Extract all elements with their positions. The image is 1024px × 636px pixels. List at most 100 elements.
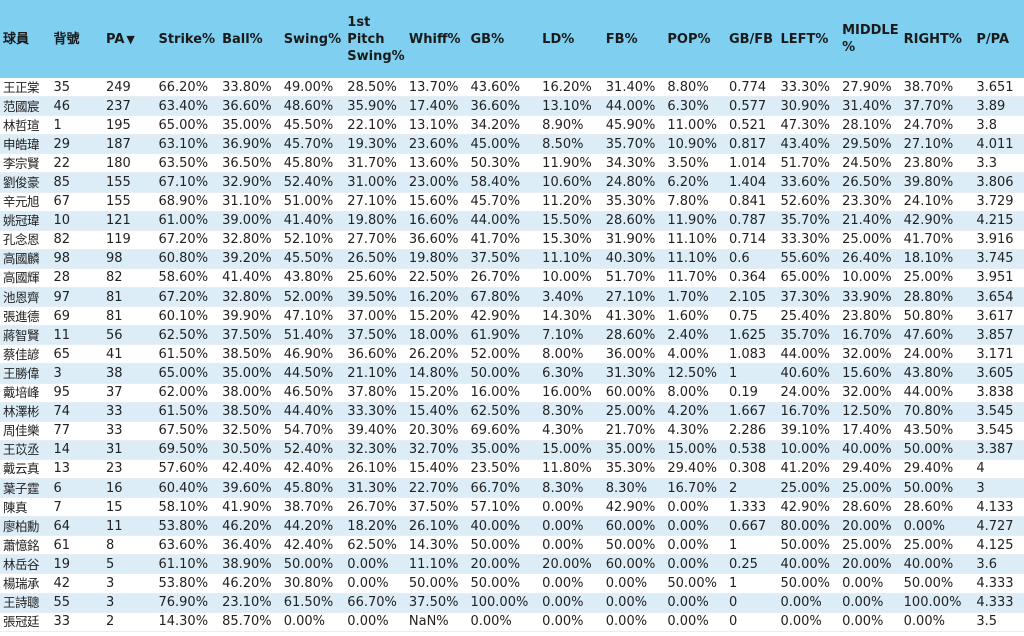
cell-gb-fb: 0.6 (725, 249, 778, 269)
cell-first-pitch-swing: 31.00% (344, 172, 406, 193)
cell-middle: 32.00% (839, 383, 901, 403)
table-row: 李宗賢 22 180 63.50% 36.50% 45.80% 31.70% 13.60% 50… (0, 153, 1024, 174)
cell-gb-fb: 1 (725, 535, 778, 556)
cell-player: 葉子霆 (0, 478, 51, 499)
cell-pop: 11.10% (664, 230, 726, 250)
cell-pa: 82 (102, 268, 156, 289)
column-header-whiff[interactable]: Whiff% (405, 0, 468, 78)
cell-ld: 0.00% (539, 535, 603, 556)
cell-left: 51.70% (777, 153, 840, 174)
cell-strike: 60.10% (155, 306, 220, 327)
cell-gb: 52.00% (467, 344, 540, 365)
cell-number: 98 (50, 249, 103, 269)
cell-strike: 60.80% (155, 249, 220, 269)
cell-first-pitch-swing: 25.60% (344, 268, 406, 289)
cell-gb-fb: 1.333 (725, 497, 778, 518)
cell-gb: 35.00% (467, 440, 540, 460)
table-row: 王勝偉 3 38 65.00% 35.00% 44.50% 21.10% 14.80% 50.0… (0, 363, 1024, 384)
cell-gb: 62.50% (467, 402, 540, 422)
cell-whiff: 26.10% (405, 516, 468, 537)
column-header-gb[interactable]: GB% (467, 0, 540, 78)
column-header-swing[interactable]: Swing% (280, 0, 345, 78)
cell-right: 25.00% (900, 535, 974, 556)
column-header-fb[interactable]: FB% (602, 0, 665, 78)
cell-whiff: 11.10% (405, 554, 468, 575)
cell-swing: 50.00% (280, 554, 345, 575)
cell-strike: 66.20% (155, 78, 220, 98)
cell-swing: 46.90% (280, 344, 345, 365)
cell-player: 申皓瑋 (0, 134, 51, 155)
cell-right: 41.70% (900, 230, 974, 250)
column-header-pa[interactable]: PA ▼ (102, 0, 156, 78)
cell-number: 97 (50, 287, 103, 308)
column-header-ld[interactable]: LD% (539, 0, 603, 78)
cell-right: 0.00% (900, 612, 974, 632)
cell-gb: 50.00% (467, 573, 540, 594)
column-header-middle[interactable]: MIDDLE % (839, 0, 901, 78)
cell-pop: 0.00% (664, 612, 726, 632)
cell-right: 42.90% (900, 211, 974, 231)
cell-left: 44.00% (777, 344, 840, 365)
cell-gb-fb: 0 (725, 593, 778, 613)
cell-number: 1 (50, 115, 103, 136)
cell-ld: 0.00% (539, 612, 603, 632)
column-header-left[interactable]: LEFT% (777, 0, 840, 78)
cell-strike: 61.50% (155, 402, 220, 422)
cell-fb: 8.30% (602, 478, 665, 499)
cell-fb: 0.00% (602, 612, 665, 632)
cell-p-pa: 4.133 (973, 497, 1024, 518)
cell-right: 29.40% (900, 459, 974, 479)
cell-gb: 67.80% (467, 287, 540, 308)
cell-swing: 51.40% (280, 325, 345, 346)
cell-left: 40.00% (777, 554, 840, 575)
cell-ld: 10.60% (539, 172, 603, 193)
cell-ball: 38.90% (219, 554, 281, 575)
cell-pop: 0.00% (664, 516, 726, 537)
cell-gb-fb: 0.667 (725, 516, 778, 537)
cell-ball: 39.20% (219, 249, 281, 269)
cell-pa: 31 (102, 440, 156, 460)
column-header-right[interactable]: RIGHT% (900, 0, 974, 78)
cell-strike: 67.20% (155, 230, 220, 250)
cell-pop: 0.00% (664, 593, 726, 613)
cell-swing: 38.70% (280, 497, 345, 518)
cell-ball: 36.40% (219, 535, 281, 556)
cell-number: 33 (50, 612, 103, 632)
cell-gb-fb: 0.19 (725, 383, 778, 403)
column-header-strike[interactable]: Strike% (155, 0, 220, 78)
cell-fb: 44.00% (602, 96, 665, 117)
cell-gb: 45.00% (467, 134, 540, 155)
cell-strike: 62.50% (155, 325, 220, 346)
cell-swing: 48.60% (280, 96, 345, 117)
cell-whiff: 15.60% (405, 192, 468, 212)
column-header-ball[interactable]: Ball% (219, 0, 281, 78)
cell-ball: 36.60% (219, 96, 281, 117)
cell-pa: 15 (102, 497, 156, 518)
cell-gb: 50.00% (467, 363, 540, 384)
cell-first-pitch-swing: 31.30% (344, 478, 406, 499)
column-header-gb-fb[interactable]: GB/FB (725, 0, 778, 78)
cell-whiff: 22.50% (405, 268, 468, 289)
cell-fb: 51.70% (602, 268, 665, 289)
cell-gb-fb: 0.521 (725, 115, 778, 136)
cell-right: 24.70% (900, 115, 974, 136)
cell-first-pitch-swing: 33.30% (344, 402, 406, 422)
cell-left: 0.00% (777, 612, 840, 632)
column-header-first-pitch-swing[interactable]: 1st Pitch Swing% (344, 0, 406, 78)
cell-right: 23.80% (900, 153, 974, 174)
table-row: 姚冠瑋 10 121 61.00% 39.00% 41.40% 19.80% 16.60% 44… (0, 211, 1024, 231)
column-header-pop[interactable]: POP% (664, 0, 726, 78)
cell-ld: 14.30% (539, 306, 603, 327)
cell-player: 池恩齊 (0, 287, 51, 308)
cell-strike: 67.20% (155, 287, 220, 308)
column-header-label: MIDDLE % (842, 23, 899, 55)
cell-number: 82 (50, 230, 103, 250)
cell-middle: 0.00% (839, 573, 901, 594)
cell-left: 35.70% (777, 325, 840, 346)
column-header-number[interactable]: 背號 (50, 0, 103, 78)
column-header-p-pa[interactable]: P/PA (973, 0, 1024, 78)
column-header-player[interactable]: 球員 (0, 0, 51, 78)
cell-left: 39.10% (777, 421, 840, 441)
cell-gb: 0.00% (467, 612, 540, 632)
cell-strike: 63.50% (155, 153, 220, 174)
